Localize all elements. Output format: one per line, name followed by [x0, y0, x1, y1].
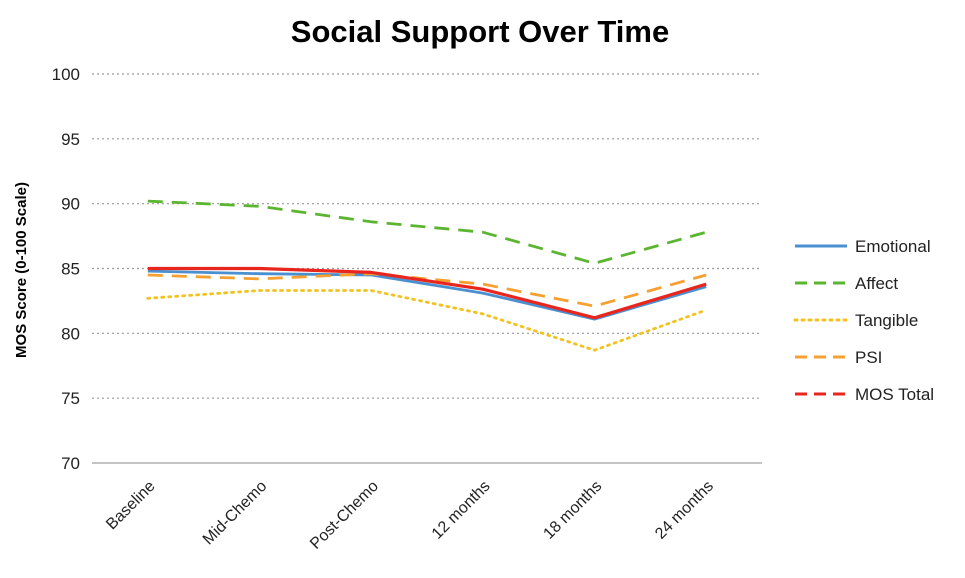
- y-tick-label: 90: [61, 195, 80, 214]
- x-tick-label: Mid-Chemo: [200, 478, 271, 549]
- series-lines: [146, 199, 708, 352]
- y-axis-label: MOS Score (0-100 Scale): [13, 182, 30, 358]
- series-line-tangible: [146, 289, 708, 352]
- legend-label: Emotional: [855, 237, 931, 256]
- series-line-mos-total: [147, 266, 707, 320]
- legend-label: PSI: [855, 348, 882, 367]
- y-tick-label: 80: [61, 324, 80, 343]
- y-tick-label: 70: [61, 454, 80, 473]
- legend-label: Tangible: [855, 311, 918, 330]
- y-axis-ticks: 70 75 80 85 90 95 100: [52, 65, 80, 473]
- legend-label: Affect: [855, 274, 898, 293]
- x-tick-label: 24 months: [652, 478, 717, 543]
- gridlines: [92, 73, 762, 399]
- y-tick-label: 75: [61, 389, 80, 408]
- x-tick-label: 18 months: [540, 478, 605, 543]
- legend: Emotional Affect Tangible PSI MOS Total: [793, 237, 934, 404]
- y-tick-label: 100: [52, 65, 80, 84]
- y-tick-label: 85: [61, 260, 80, 279]
- chart-title: Social Support Over Time: [291, 14, 669, 49]
- y-tick-label: 95: [61, 130, 80, 149]
- series-line-affect: [147, 199, 707, 265]
- x-tick-label: Post-Chemo: [307, 478, 382, 553]
- series-line-psi: [147, 272, 707, 308]
- x-axis-ticks: Baseline Mid-Chemo Post-Chemo 12 months 18 m…: [103, 478, 717, 553]
- x-tick-label: 12 months: [429, 478, 494, 543]
- x-tick-label: Baseline: [103, 478, 158, 533]
- legend-label: MOS Total: [855, 385, 934, 404]
